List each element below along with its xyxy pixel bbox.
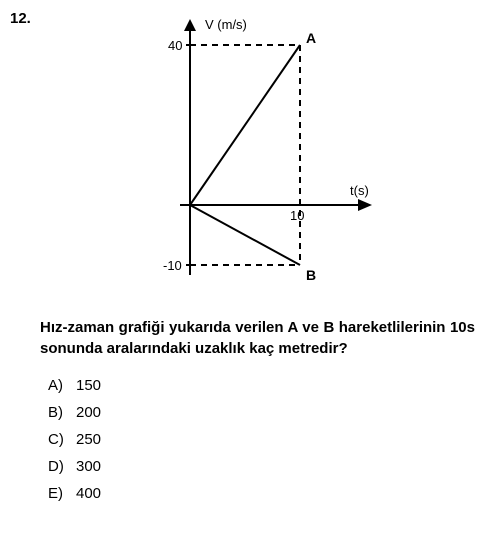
chart-svg: V (m/s) 40 -10 10 t(s) A B [150,15,380,305]
option-d: D)300 [48,458,480,475]
option-value: 150 [76,377,101,394]
option-e: E)400 [48,485,480,502]
line-b [190,205,300,265]
x-axis-arrow [358,199,372,211]
option-a: A)150 [48,377,480,394]
x-axis-label: t(s) [350,183,369,198]
question-text: Hız-zaman grafiği yukarıda verilen A ve … [20,317,480,359]
line-a [190,45,300,205]
option-letter: D) [48,458,76,475]
y-axis-label: V (m/s) [205,17,247,32]
option-letter: B) [48,404,76,421]
option-value: 400 [76,485,101,502]
option-value: 250 [76,431,101,448]
option-b: B)200 [48,404,480,421]
y-max-label: 40 [168,38,182,53]
y-min-label: -10 [163,258,182,273]
options-list: A)150 B)200 C)250 D)300 E)400 [20,377,480,502]
option-value: 200 [76,404,101,421]
x-tick-label: 10 [290,208,304,223]
point-a-label: A [306,30,316,46]
option-letter: C) [48,431,76,448]
option-letter: A) [48,377,76,394]
option-value: 300 [76,458,101,475]
question-number: 12. [10,10,31,27]
option-c: C)250 [48,431,480,448]
y-axis-arrow [184,19,196,31]
point-b-label: B [306,267,316,283]
velocity-time-chart: V (m/s) 40 -10 10 t(s) A B [150,15,380,305]
option-letter: E) [48,485,76,502]
